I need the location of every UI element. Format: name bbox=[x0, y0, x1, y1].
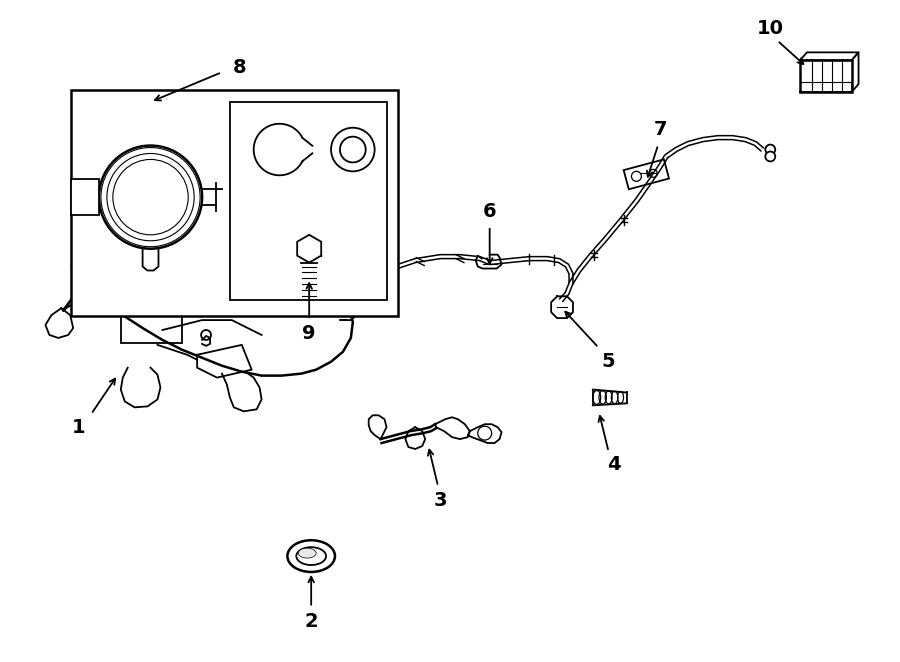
Text: 7: 7 bbox=[653, 120, 667, 139]
Text: 9: 9 bbox=[302, 324, 316, 344]
Bar bbox=[800, 60, 851, 92]
Circle shape bbox=[99, 146, 202, 249]
Text: 6: 6 bbox=[483, 201, 497, 220]
Bar bbox=[121, 305, 183, 343]
Text: 8: 8 bbox=[233, 58, 247, 77]
Text: 3: 3 bbox=[433, 491, 446, 510]
Text: 1: 1 bbox=[71, 418, 85, 437]
Text: 2: 2 bbox=[304, 612, 318, 631]
Ellipse shape bbox=[287, 540, 335, 572]
Ellipse shape bbox=[298, 548, 316, 558]
Bar bbox=[71, 179, 99, 215]
Bar bbox=[624, 160, 669, 189]
Bar bbox=[71, 90, 399, 316]
Text: 4: 4 bbox=[607, 455, 620, 475]
Ellipse shape bbox=[296, 547, 326, 565]
Bar bbox=[230, 102, 386, 301]
Text: 10: 10 bbox=[757, 19, 784, 38]
Circle shape bbox=[765, 144, 775, 154]
Circle shape bbox=[765, 152, 775, 162]
Text: 5: 5 bbox=[602, 352, 616, 371]
